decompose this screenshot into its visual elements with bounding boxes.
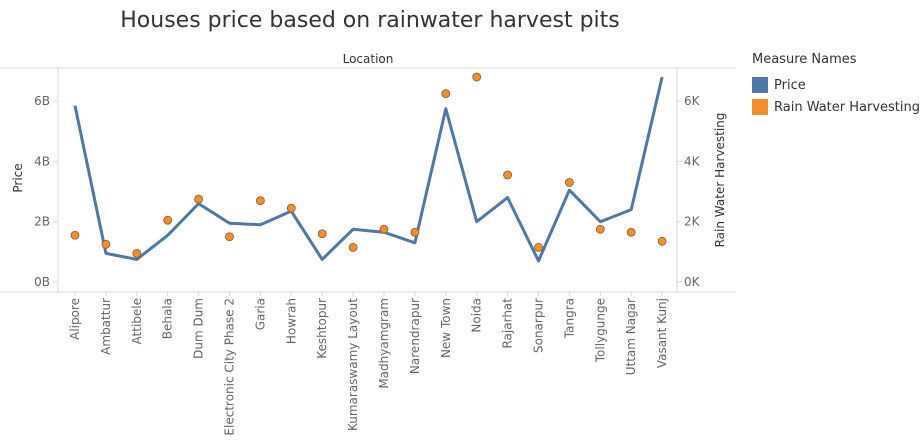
y-right-tick-label: 6K <box>684 94 701 108</box>
legend-swatch-price <box>752 77 768 93</box>
category-label: New Town <box>439 298 453 358</box>
rain-water-point[interactable] <box>565 178 574 187</box>
rain-water-point[interactable] <box>503 170 513 180</box>
rain-water-point[interactable] <box>379 224 389 234</box>
chart-title: Houses price based on rainwater harvest … <box>120 8 620 33</box>
legend-item-price[interactable]: Price <box>752 74 920 96</box>
y-right-tick-label: 2K <box>684 215 701 229</box>
rain-water-point[interactable] <box>255 196 265 206</box>
category-label: Rajarhat <box>501 298 515 349</box>
rain-water-point[interactable] <box>101 239 111 249</box>
rain-water-point[interactable] <box>657 236 667 246</box>
category-label: Attibele <box>130 298 144 344</box>
y-left-tick-label: 2B <box>34 215 50 229</box>
rain-water-point[interactable] <box>225 232 234 242</box>
category-label: Garia <box>253 298 267 330</box>
category-label: Vasant Kunj <box>655 298 669 368</box>
rain-water-point[interactable] <box>626 227 636 237</box>
legend-title: Measure Names <box>752 52 857 67</box>
legend-item-rain-water-harvesting[interactable]: Rain Water Harvesting <box>752 96 920 118</box>
category-label: Kumaraswamy Layout <box>346 298 360 431</box>
column-header: Location <box>343 52 394 66</box>
rain-water-point[interactable] <box>163 215 173 225</box>
legend-label-rain-water-harvesting: Rain Water Harvesting <box>774 99 920 115</box>
rain-water-point[interactable] <box>472 72 482 82</box>
category-label: Ambattur <box>99 298 113 355</box>
y-right-tick-label: 4K <box>684 154 701 168</box>
rain-water-point[interactable] <box>410 227 420 237</box>
rain-water-point[interactable] <box>441 89 451 99</box>
y-axis-title-right: Rain Water Harvesting <box>713 113 727 248</box>
category-label: Narendrapur <box>408 298 422 374</box>
y-left-tick-label: 0B <box>34 275 50 289</box>
y-right-tick-label: 0K <box>684 275 701 289</box>
legend-label-price: Price <box>774 77 806 93</box>
rain-water-point[interactable] <box>194 194 204 204</box>
rain-water-point[interactable] <box>132 248 142 258</box>
price-series-line[interactable] <box>73 76 664 263</box>
legend-swatch-rain-water-harvesting <box>752 99 768 115</box>
rain-water-point[interactable] <box>534 242 543 252</box>
category-label: Tangra <box>562 298 576 339</box>
y-left-tick-label: 6B <box>34 94 50 108</box>
y-left-tick-label: 4B <box>34 154 50 168</box>
category-label: Uttam Nagar <box>624 298 638 375</box>
category-label: Noida <box>470 298 484 333</box>
rain-water-point[interactable] <box>286 203 296 213</box>
category-label: Alipore <box>68 298 82 340</box>
category-label: Sonarpur <box>532 298 546 353</box>
category-label: Keshtopur <box>315 298 329 359</box>
category-label: Tollygunge <box>593 298 607 363</box>
category-label: Dum Dum <box>192 298 206 359</box>
legend: Measure Names Price Rain Water Harvestin… <box>752 52 920 118</box>
category-label: Behala <box>161 298 175 339</box>
rain-water-point[interactable] <box>70 230 80 240</box>
rain-water-point[interactable] <box>317 229 327 239</box>
category-label: Electronic City Phase 2 <box>223 298 237 436</box>
rain-water-point[interactable] <box>348 242 358 252</box>
y-axis-title-left: Price <box>11 163 25 192</box>
category-label: Madhyamgram <box>377 298 391 389</box>
category-label: Howrah <box>284 298 298 344</box>
rain-water-point[interactable] <box>595 224 605 234</box>
